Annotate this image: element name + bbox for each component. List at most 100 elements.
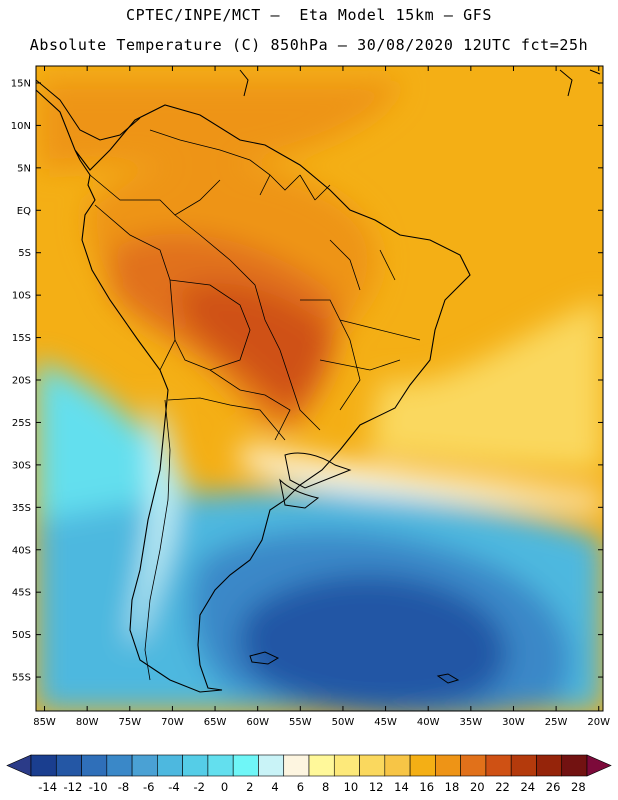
colorbar-label: -10	[89, 780, 108, 794]
colorbar-label: 16	[419, 780, 434, 794]
lat-tick-label: 20S	[12, 376, 31, 387]
andes-cool-strip	[130, 400, 177, 640]
north-warm-band	[40, 80, 400, 170]
lon-tick-label: 40W	[417, 717, 440, 728]
colorbar-swatch	[283, 754, 310, 777]
colorbar-swatch	[435, 754, 461, 777]
colorbar-label: -12	[64, 780, 83, 794]
colorbar-label: -4	[168, 780, 179, 794]
lon-tick-label: 75W	[118, 717, 141, 728]
colorbar-label: 26	[546, 780, 561, 794]
colorbar-label: -6	[143, 780, 154, 794]
lat-tick-label: 5N	[17, 163, 31, 174]
colorbar-swatch	[232, 754, 259, 777]
colorbar-label: 8	[322, 780, 329, 794]
central-america-coast	[36, 79, 141, 141]
lon-tick-label: 80W	[76, 717, 99, 728]
south-georgia	[436, 673, 460, 684]
brazil-west-border	[174, 214, 321, 431]
southern-cold-core	[239, 574, 508, 711]
colorbar-label: 2	[246, 780, 253, 794]
colorbar-label: -8	[118, 780, 129, 794]
colorbar-swatch	[561, 754, 588, 777]
peru-border	[94, 204, 176, 371]
map-axes: 15N 10N 5N EQ 5S 10S 15S 20S 25S 30S 35S 40S 45S 50S 5…	[11, 66, 610, 728]
lat-tick-label: 10S	[12, 291, 31, 302]
plata-estuary	[279, 478, 320, 509]
colorbar-label: -14	[38, 780, 57, 794]
colorbar-label: 24	[520, 780, 535, 794]
colorbar-swatch	[55, 754, 82, 777]
colorbar-label: -2	[194, 780, 205, 794]
chart-title-line-1: CPTEC/INPE/MCT – Eta Model 15km – GFS	[126, 6, 492, 24]
lat-tick-label: 35S	[12, 503, 31, 514]
lat-tick-label: 50S	[12, 630, 31, 641]
colorbar-swatch	[384, 754, 411, 777]
south-america-coastline	[36, 89, 471, 693]
guianas-borders	[269, 174, 331, 201]
colorbar-swatch	[485, 754, 512, 777]
colorbar-label: 10	[344, 780, 359, 794]
uruguay-coast	[284, 452, 352, 489]
colorbar-label: 6	[297, 780, 304, 794]
coastline-layer	[36, 69, 601, 693]
brazil-states	[300, 239, 421, 411]
lon-tick-label: 55W	[289, 717, 312, 728]
colorbar-label: 14	[394, 780, 409, 794]
colorbar-swatch	[207, 754, 234, 777]
colorbar-swatch	[258, 754, 285, 777]
lon-tick-label: 45W	[374, 717, 397, 728]
lon-tick-label: 60W	[246, 717, 269, 728]
colorbar-swatch	[81, 754, 108, 777]
lon-tick-label: 65W	[204, 717, 227, 728]
colorbar-swatch	[409, 754, 436, 777]
central-brazil-hot-core	[180, 283, 330, 410]
colorbar-right-arrow	[586, 754, 612, 777]
lon-tick-label: 50W	[332, 717, 355, 728]
colombia-border	[89, 174, 221, 216]
colorbar-swatch	[131, 754, 158, 777]
lat-tick-label: 30S	[12, 460, 31, 471]
chart-title-line-2: Absolute Temperature (C) 850hPa – 30/08/…	[29, 36, 589, 54]
lat-tick-label: 15S	[12, 333, 31, 344]
caribbean-islands	[239, 69, 601, 97]
lon-tick-label: 20W	[587, 717, 610, 728]
lat-tick-label: 25S	[12, 418, 31, 429]
paraguay-border	[209, 369, 291, 441]
lat-tick-label: 40S	[12, 545, 31, 556]
temperature-field	[36, 66, 603, 711]
lat-tick-label: 5S	[18, 248, 31, 259]
lon-tick-label: 35W	[460, 717, 483, 728]
bolivia-border	[169, 279, 251, 371]
argentina-north-border	[167, 397, 286, 441]
colorbar-label: 18	[445, 780, 460, 794]
lat-tick-label: EQ	[17, 206, 31, 217]
colorbar-label: 22	[495, 780, 510, 794]
colorbar-left-arrow	[6, 754, 32, 777]
lat-tick-label: 10N	[11, 121, 31, 132]
colorbar-swatch	[359, 754, 386, 777]
color-bar: -14 -12 -10 -8 -6 -4 -2 0 2 4 6 8 10 12 14 16 18 20 22 24 26…	[6, 754, 612, 794]
lat-tick-label: 15N	[11, 78, 31, 89]
colorbar-swatch	[30, 754, 57, 777]
subtropical-atlantic-band	[370, 300, 603, 470]
lat-tick-label: 55S	[12, 673, 31, 684]
country-borders	[89, 129, 421, 681]
colorbar-label: 28	[571, 780, 586, 794]
colorbar-label: 20	[470, 780, 485, 794]
lon-tick-label: 70W	[161, 717, 184, 728]
colorbar-swatch	[460, 754, 487, 777]
colorbar-label: 0	[221, 780, 228, 794]
lon-tick-label: 30W	[502, 717, 525, 728]
lat-tick-label: 45S	[12, 588, 31, 599]
venezuela-border	[149, 129, 271, 196]
colorbar-label: 4	[271, 780, 278, 794]
lon-tick-label: 25W	[545, 717, 568, 728]
colorbar-swatch	[308, 754, 335, 777]
falkland-islands	[249, 651, 280, 665]
argentina-chile-border	[144, 399, 171, 681]
colorbar-swatch	[182, 754, 209, 777]
colorbar-swatch	[510, 754, 537, 777]
colorbar-swatch	[536, 754, 563, 777]
